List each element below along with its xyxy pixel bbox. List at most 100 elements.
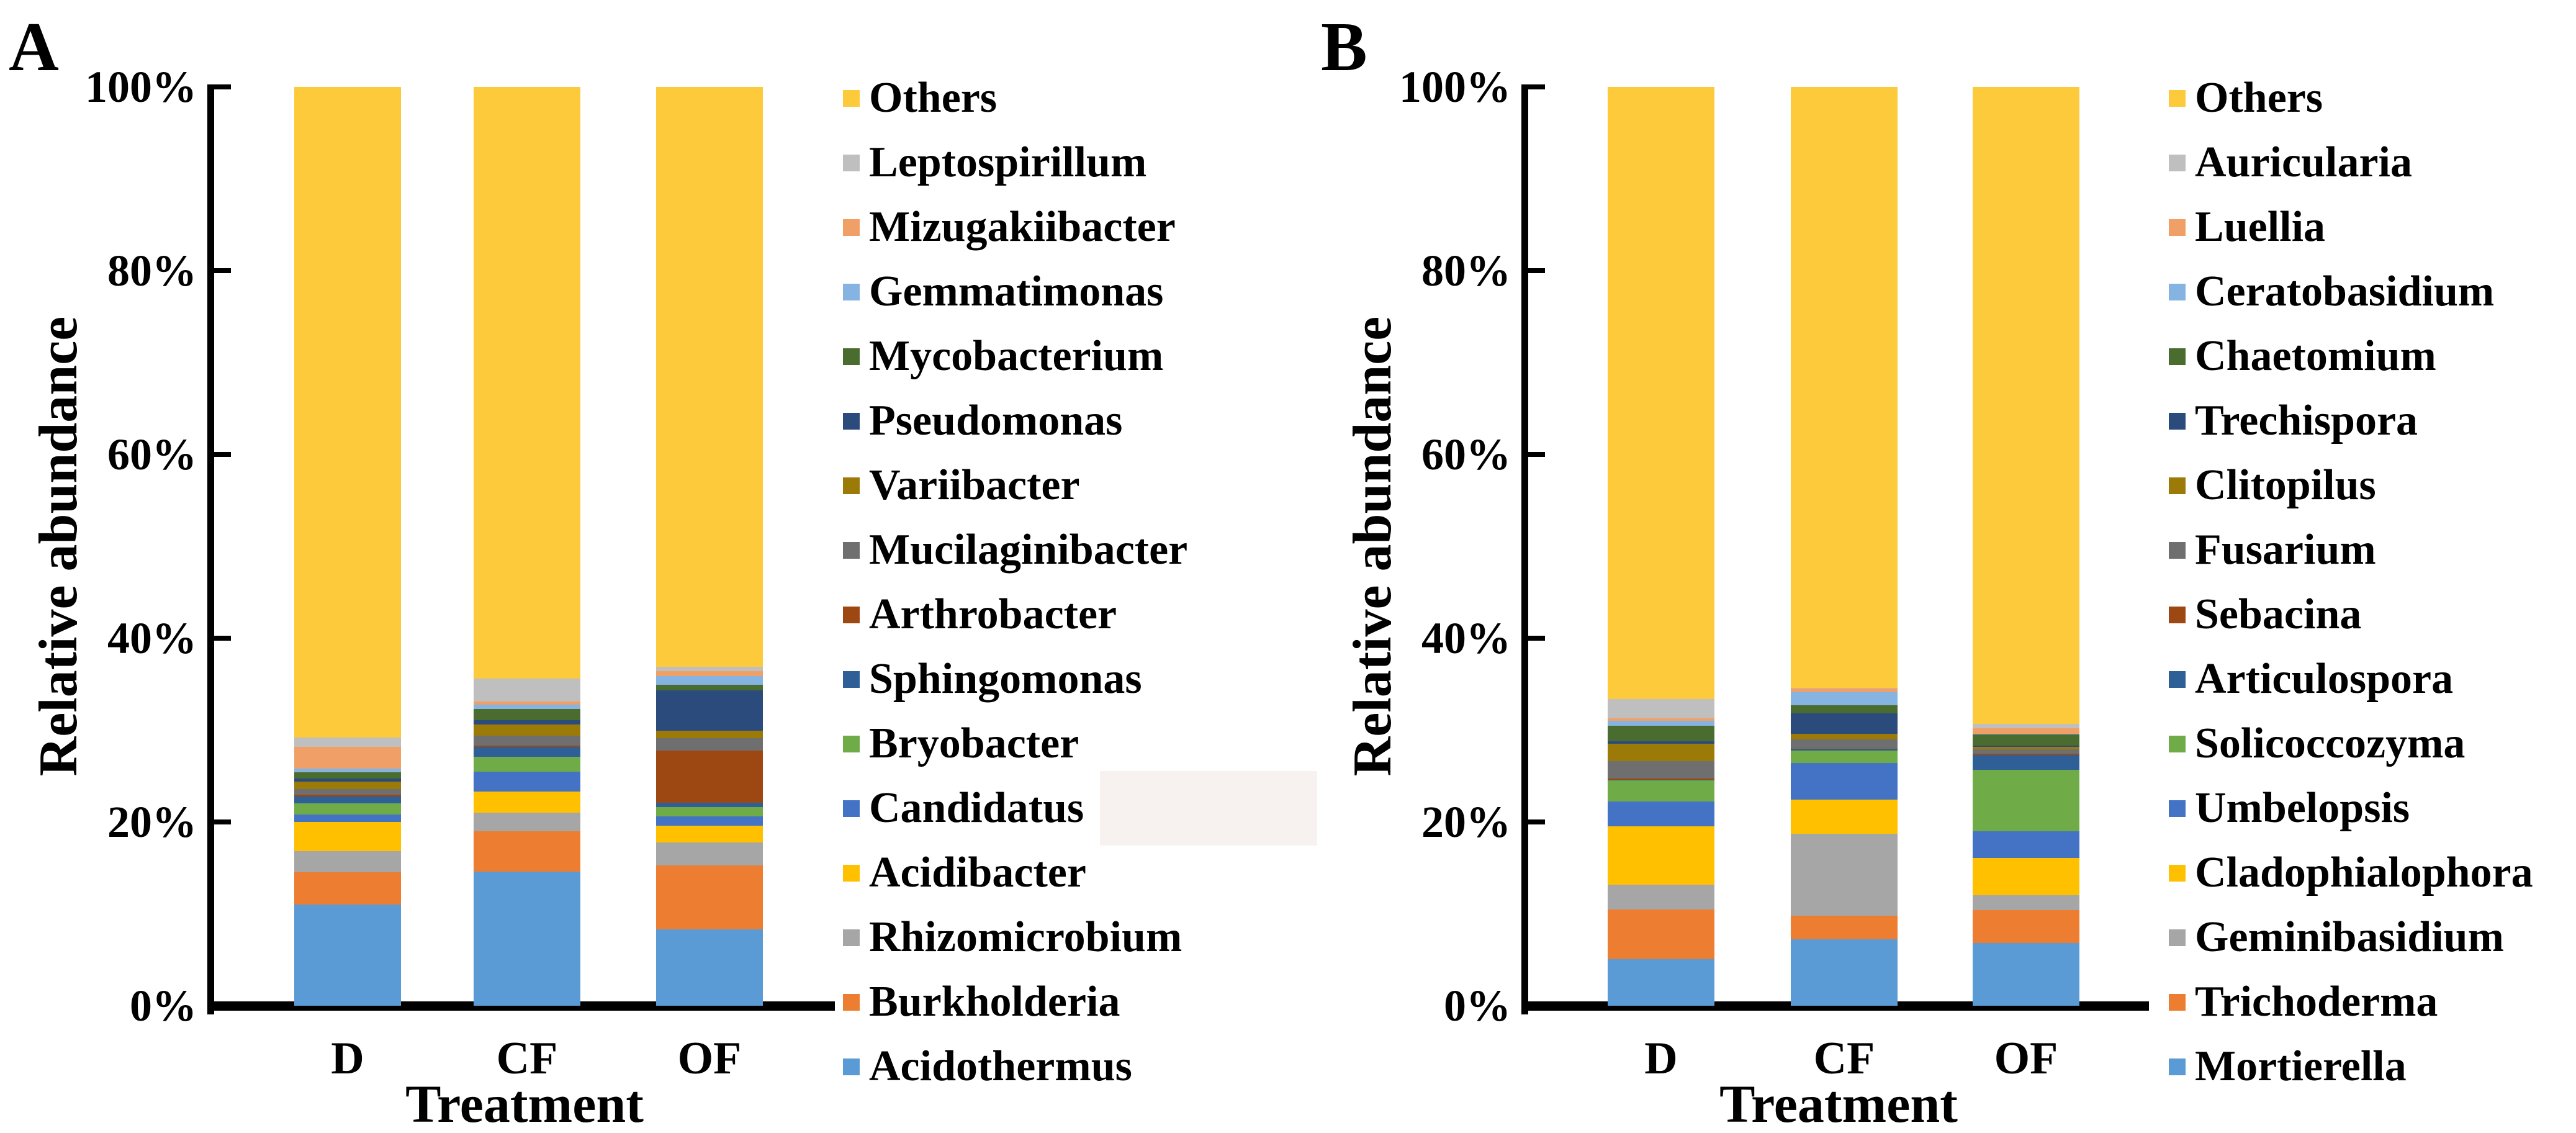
bar-segment-a-OF-Sphingomonas	[656, 802, 763, 808]
bar-segment-a-CF-Mucilaginibacter	[474, 735, 580, 746]
bar-segment-a-OF-Others	[656, 87, 763, 667]
bar-segment-a-OF-Rhizomicrobium	[656, 842, 763, 865]
bar-segment-a-CF-Rhizomicrobium	[474, 813, 580, 831]
panel-a-legend-label-Sphingomonas: Sphingomonas	[869, 655, 1142, 703]
bar-segment-b-CF-Trichoderma	[1791, 915, 1898, 940]
panel-a-legend-swatch-Gemmatimonas	[843, 283, 860, 300]
bar-segment-b-CF-Umbelopsis	[1791, 763, 1898, 800]
panel-a-legend-item-Mycobacterium: Mycobacterium	[843, 335, 1163, 378]
panel-b-y-tick-label-60: 60%	[1421, 430, 1511, 479]
panel-b-legend-item-Umbelopsis: Umbelopsis	[2169, 787, 2410, 830]
panel-a-legend-swatch-Mycobacterium	[843, 348, 860, 365]
bar-segment-b-D-Clitopilus	[1608, 744, 1714, 762]
bar-segment-b-OF-Clitopilus	[1973, 746, 2079, 750]
panel-b-y-tick-80	[1528, 268, 1545, 273]
bar-segment-a-D-Pseudomonas	[294, 779, 401, 782]
bar-segment-a-CF-Mizugakiibacter	[474, 702, 580, 705]
panel-b-y-tick-100	[1528, 84, 1545, 89]
bar-segment-b-D-Auricularia	[1608, 698, 1714, 718]
panel-a-legend-label-Acidothermus: Acidothermus	[869, 1042, 1132, 1090]
panel-b-y-tick-40	[1528, 636, 1545, 641]
bar-segment-a-CF-Variibacter	[474, 724, 580, 736]
bar-segment-a-D-Mucilaginibacter	[294, 788, 401, 795]
bar-segment-a-D-Arthrobacter	[294, 794, 401, 797]
panel-a-category-label-OF: OF	[677, 1033, 742, 1084]
bar-segment-b-D-Ceratobasidium	[1608, 721, 1714, 726]
panel-a-y-tick-80	[214, 268, 231, 273]
panel-b-legend-label-Chaetomium: Chaetomium	[2195, 332, 2436, 380]
panel-b-legend-swatch-Ceratobasidium	[2169, 283, 2186, 300]
panel-a-legend-item-Acidibacter: Acidibacter	[843, 851, 1086, 895]
panel-a-legend-item-Variibacter: Variibacter	[843, 464, 1080, 507]
panel-a-legend-label-Others: Others	[869, 74, 998, 122]
bar-segment-a-D-Gemmatimonas	[294, 769, 401, 773]
bar-segment-a-OF-Arthrobacter	[656, 750, 763, 803]
panel-a-legend-swatch-Burkholderia	[843, 993, 860, 1011]
bar-segment-a-OF-Mizugakiibacter	[656, 671, 763, 676]
bar-segment-a-D-Acidothermus	[294, 905, 401, 1006]
bar-segment-b-D-Trichoderma	[1608, 909, 1714, 959]
panel-a-y-tick-label-80: 80%	[107, 246, 197, 296]
panel-b-legend-label-Articulospora: Articulospora	[2195, 655, 2454, 703]
bar-segment-a-OF-Candidatus	[656, 816, 763, 826]
panel-b-legend-item-Chaetomium: Chaetomium	[2169, 335, 2436, 378]
bar-segment-b-OF-Geminibasidium	[1973, 895, 2079, 911]
panel-b-legend-label-Mortierella: Mortierella	[2195, 1042, 2407, 1090]
bar-segment-a-OF-Gemmatimonas	[656, 675, 763, 685]
panel-a-legend-swatch-Arthrobacter	[843, 606, 860, 623]
panel-b-legend-swatch-Sebacina	[2169, 606, 2186, 623]
panel-a-legend-item-Gemmatimonas: Gemmatimonas	[843, 270, 1163, 314]
panel-b-legend-label-Others: Others	[2195, 74, 2323, 122]
bar-segment-a-D-Rhizomicrobium	[294, 851, 401, 873]
bar-segment-b-D-Fusarium	[1608, 761, 1714, 779]
panel-a-legend-label-Mucilaginibacter: Mucilaginibacter	[869, 526, 1188, 574]
bar-segment-b-CF-Chaetomium	[1791, 705, 1898, 714]
panel-a-legend-swatch-Acidibacter	[843, 864, 860, 882]
bar-segment-a-CF-Acidibacter	[474, 792, 580, 813]
bar-segment-b-D-Solicoccozyma	[1608, 780, 1714, 802]
bar-segment-b-OF-Others	[1973, 87, 2079, 724]
panel-a-legend-swatch-Others	[843, 89, 860, 107]
panel-b-legend-label-Fusarium: Fusarium	[2195, 526, 2376, 574]
panel-b-letter: B	[1321, 9, 1367, 86]
bar-segment-a-CF-Burkholderia	[474, 831, 580, 872]
panel-b-legend-swatch-Trechispora	[2169, 412, 2186, 430]
panel-b-y-axis-line	[1521, 84, 1528, 1014]
panel-b-legend-item-Trichoderma: Trichoderma	[2169, 980, 2438, 1024]
panel-a-y-tick-label-100: 100%	[85, 62, 197, 112]
panel-b-legend-swatch-Trichoderma	[2169, 993, 2186, 1011]
panel-a-legend-label-Mizugakiibacter: Mizugakiibacter	[869, 203, 1176, 251]
bar-segment-b-CF-Luellia	[1791, 688, 1898, 693]
panel-a-legend-swatch-Leptospirillum	[843, 154, 860, 171]
bar-segment-a-OF-Pseudomonas	[656, 690, 763, 731]
bar-segment-b-D-Mortierella	[1608, 959, 1714, 1006]
panel-b-legend-label-Luellia: Luellia	[2195, 203, 2326, 251]
panel-b-legend-label-Trechispora: Trechispora	[2195, 397, 2418, 445]
bar-segment-b-D-Geminibasidium	[1608, 884, 1714, 910]
panel-a-legend-item-Acidothermus: Acidothermus	[843, 1045, 1132, 1088]
panel-a-legend-swatch-Variibacter	[843, 477, 860, 494]
panel-b-legend-swatch-Articulospora	[2169, 670, 2186, 688]
panel-a-legend-label-Variibacter: Variibacter	[869, 461, 1080, 509]
panel-b-legend-item-Others: Others	[2169, 76, 2323, 120]
panel-a-legend-item-Others: Others	[843, 76, 997, 120]
panel-b-category-label-D: D	[1644, 1033, 1678, 1084]
panel-b-legend-swatch-Mortierella	[2169, 1058, 2186, 1075]
panel-b-legend-item-Ceratobasidium: Ceratobasidium	[2169, 270, 2494, 314]
panel-b-legend-item-Trechispora: Trechispora	[2169, 399, 2418, 443]
bar-segment-a-D-Sphingomonas	[294, 796, 401, 804]
bar-segment-a-CF-Gemmatimonas	[474, 704, 580, 709]
panel-a-legend-label-Acidibacter: Acidibacter	[869, 849, 1086, 896]
panel-a-letter: A	[9, 9, 59, 86]
panel-b-y-tick-label-20: 20%	[1421, 797, 1511, 847]
bar-segment-a-D-Variibacter	[294, 781, 401, 789]
bar-segment-a-CF-Acidothermus	[474, 871, 580, 1006]
bar-segment-a-OF-Leptospirillum	[656, 666, 763, 672]
bar-segment-b-D-Trechispora	[1608, 741, 1714, 744]
panel-b-legend-swatch-Fusarium	[2169, 541, 2186, 559]
panel-b-y-axis-title: Relative abundance	[1343, 316, 1403, 777]
panel-b-legend-label-Solicoccozyma: Solicoccozyma	[2195, 720, 2466, 767]
panel-a-legend-item-Leptospirillum: Leptospirillum	[843, 141, 1146, 184]
panel-a-legend-item-Sphingomonas: Sphingomonas	[843, 657, 1142, 701]
panel-b-legend-swatch-Geminibasidium	[2169, 929, 2186, 946]
